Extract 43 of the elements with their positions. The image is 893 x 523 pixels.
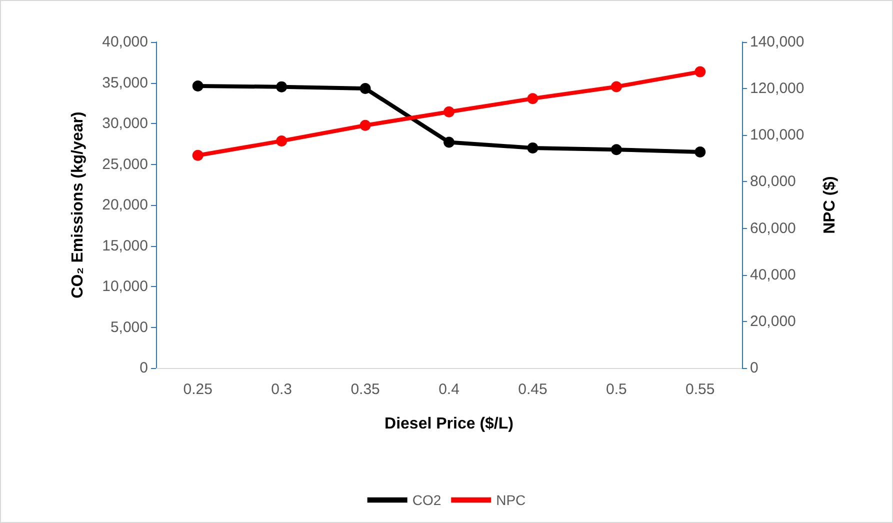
x-tick-label: 0.25 [183,381,212,398]
x-tick-label: 0.3 [271,381,292,398]
point [610,144,622,156]
y2-tick-label: 0 [750,360,758,376]
x-tick-label: 0.4 [438,381,460,398]
y2-tick-label: 40,000 [750,266,796,284]
point [527,142,538,154]
y-tick-label: 5,000 [110,318,148,336]
y-tick-label: 10,000 [102,278,148,295]
y-tick-label: 30,000 [102,115,148,132]
y-tick-label: 0 [140,360,148,376]
x-tick-label: 0.5 [606,381,627,398]
y2-tick-label: 20,000 [750,312,796,330]
point [276,81,288,92]
point [444,106,454,118]
y2-tick-label: 100,000 [750,126,804,144]
x-tick-label: 0.55 [686,381,715,398]
point [360,120,371,131]
y-tick-label: 15,000 [102,237,148,254]
point [192,80,204,92]
y2-axis-title: NPC ($) [822,176,838,234]
point [527,93,538,104]
y2-tick-label: 140,000 [750,34,804,50]
point [694,66,706,78]
y-tick-label: 20,000 [102,196,148,214]
y-tick-label: 40,000 [102,34,148,50]
x-tick-label: 0.35 [350,381,380,398]
y-tick-label: 35,000 [102,74,148,92]
legend-label: NPC [496,492,526,508]
point [694,146,706,158]
y2-tick-label: 80,000 [750,173,796,190]
y2-tick-label: 60,000 [750,220,796,237]
x-axis-title: Diesel Price ($/L) [384,416,514,432]
point [444,136,454,148]
point [360,82,371,94]
y-axis-title: CO₂ Emissions (kg/year) [70,112,86,298]
point [276,135,288,146]
point [610,81,622,92]
y-tick-label: 25,000 [102,156,148,173]
y2-tick-label: 120,000 [750,80,804,98]
point [192,150,204,161]
legend-label: CO2 [412,492,442,508]
x-tick-label: 0.45 [518,381,548,398]
